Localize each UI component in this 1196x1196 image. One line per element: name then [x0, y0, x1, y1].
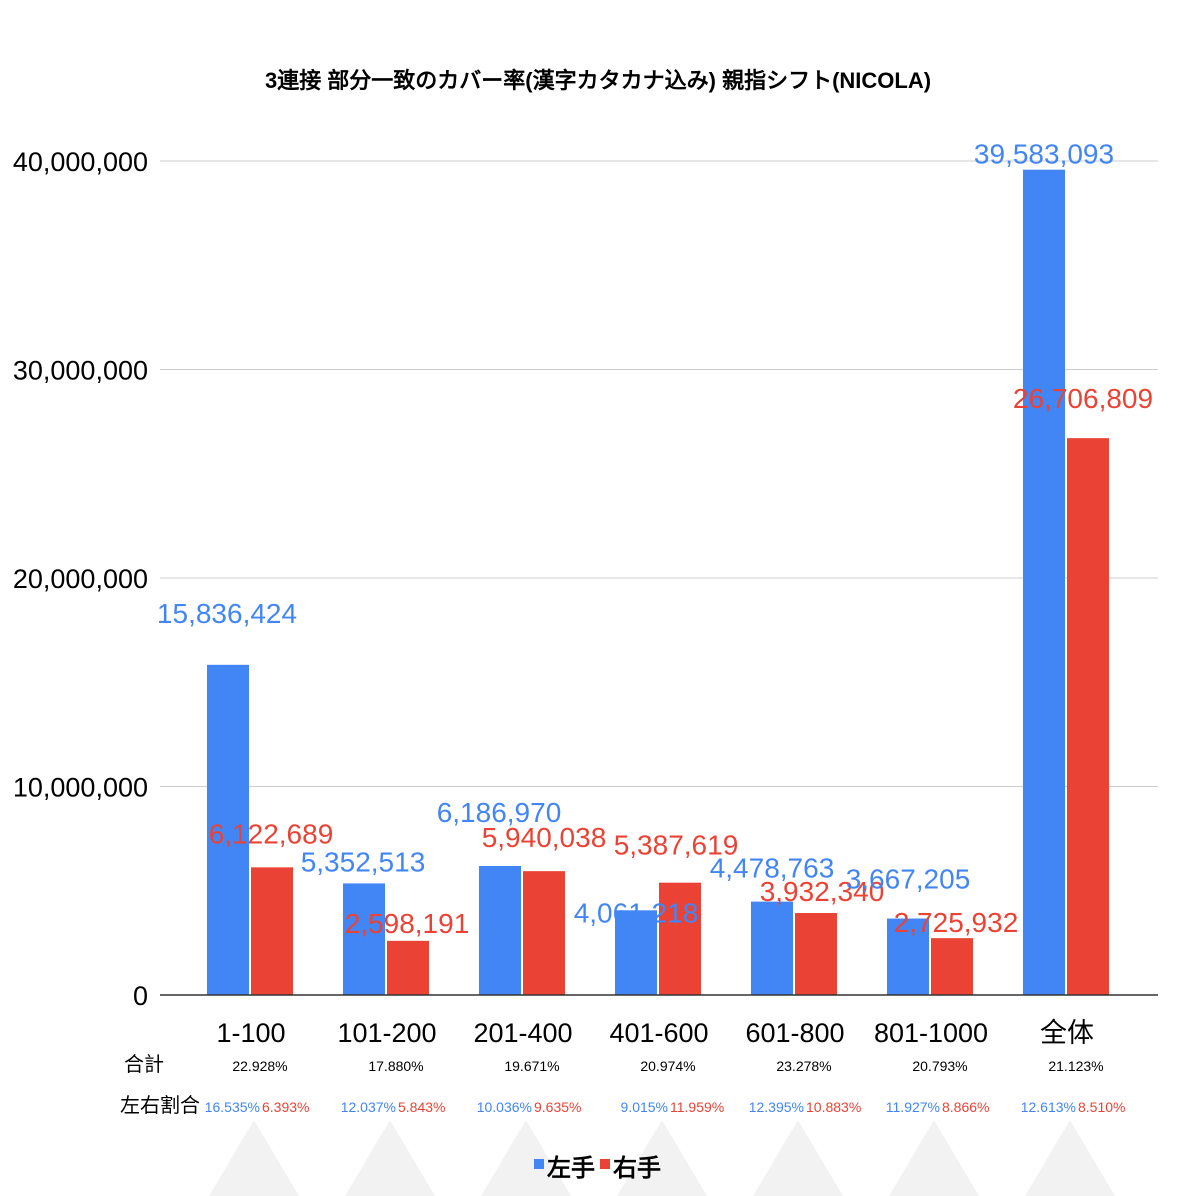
bar-left-hand: [887, 918, 929, 995]
ratio-row-label: 左右割合: [120, 1094, 200, 1117]
background-triangle: [1025, 1120, 1115, 1196]
legend: 左手 右手: [534, 1154, 661, 1182]
summary-table: 合計 左右割合 22.928% 16.535% 6.393% 17.880% 12.03…: [120, 1053, 1125, 1117]
y-tick-label: 40,000,000: [13, 147, 148, 177]
legend-swatch-right: [600, 1159, 610, 1169]
bar-left-hand: [207, 664, 249, 995]
total-percentage: 19.671%: [504, 1058, 559, 1074]
right-hand-percentage: 8.510%: [1078, 1099, 1125, 1115]
y-tick-label: 10,000,000: [13, 773, 148, 803]
total-percentage: 23.278%: [776, 1058, 831, 1074]
legend-label-left: 左手: [547, 1154, 595, 1182]
right-hand-percentage: 8.866%: [942, 1099, 989, 1115]
left-hand-percentage: 12.037%: [341, 1099, 396, 1115]
data-label-right-hand: 5,387,619: [614, 830, 739, 861]
legend-swatch-left: [534, 1159, 544, 1169]
legend-label-right: 右手: [613, 1154, 661, 1182]
data-label-left-hand: 4,478,763: [710, 853, 835, 884]
left-hand-percentage: 11.927%: [886, 1099, 940, 1115]
bar-right-hand: [1067, 438, 1109, 995]
total-row-label: 合計: [124, 1053, 164, 1076]
total-percentage: 22.928%: [232, 1058, 287, 1074]
x-tick-label: 801-1000: [874, 1018, 988, 1048]
data-label-right-hand: 2,725,932: [894, 907, 1019, 938]
background-triangle: [481, 1120, 571, 1196]
x-tick-label: 601-800: [745, 1018, 844, 1048]
data-label-right-hand: 6,122,689: [209, 818, 334, 849]
x-tick-label: 1-100: [216, 1018, 285, 1048]
y-tick-label: 20,000,000: [13, 564, 148, 594]
bar-left-hand: [1023, 169, 1065, 995]
right-hand-percentage: 11.959%: [670, 1099, 724, 1115]
data-label-left-hand: 3,667,205: [846, 864, 971, 895]
x-tick-label: 401-600: [609, 1018, 708, 1048]
data-label-left-hand: 4,061,218: [574, 897, 699, 928]
background-triangle: [617, 1120, 707, 1196]
data-label-left-hand: 5,352,513: [301, 846, 426, 877]
x-tick-label: 101-200: [337, 1018, 436, 1048]
bars: [207, 169, 1109, 995]
data-label-right-hand: 26,706,809: [1013, 383, 1153, 414]
background-decoration: [209, 1120, 1115, 1196]
data-label-right-hand: 5,940,038: [482, 822, 607, 853]
bar-right-hand: [523, 871, 565, 995]
data-label-right-hand: 2,598,191: [345, 908, 470, 939]
left-hand-percentage: 16.535%: [205, 1099, 260, 1115]
bar-left-hand: [751, 901, 793, 995]
total-percentage: 21.123%: [1048, 1058, 1103, 1074]
bar-right-hand: [659, 882, 701, 995]
background-triangle: [209, 1120, 299, 1196]
data-label-left-hand: 6,186,970: [437, 797, 562, 828]
x-tick-label: 201-400: [473, 1018, 572, 1048]
y-axis-ticks: 0 10,000,000 20,000,000 30,000,000 40,000,00…: [13, 147, 148, 1011]
background-triangle: [753, 1120, 843, 1196]
background-triangle: [889, 1120, 979, 1196]
total-percentage: 20.793%: [912, 1058, 967, 1074]
right-hand-percentage: 9.635%: [534, 1099, 581, 1115]
total-percentage: 20.974%: [640, 1058, 695, 1074]
left-hand-percentage: 12.395%: [749, 1099, 804, 1115]
data-label-left-hand: 15,836,424: [157, 598, 297, 629]
right-hand-percentage: 10.883%: [806, 1099, 861, 1115]
left-hand-percentage: 10.036%: [477, 1099, 532, 1115]
bar-left-hand: [479, 866, 521, 995]
bar-left-hand: [343, 883, 385, 995]
y-tick-label: 30,000,000: [13, 356, 148, 386]
bar-right-hand: [795, 913, 837, 995]
left-hand-percentage: 9.015%: [621, 1099, 668, 1115]
left-hand-percentage: 12.613%: [1021, 1099, 1076, 1115]
y-tick-label: 0: [133, 981, 148, 1011]
right-hand-percentage: 5.843%: [398, 1099, 445, 1115]
x-tick-label: 全体: [1040, 1018, 1094, 1048]
bar-right-hand: [931, 938, 973, 995]
background-triangle: [345, 1120, 435, 1196]
data-label-right-hand: 3,932,340: [760, 876, 885, 907]
chart-title: 3連接 部分一致のカバー率(漢字カタカナ込み) 親指シフト(NICOLA): [265, 68, 931, 93]
total-percentage: 17.880%: [368, 1058, 423, 1074]
gridlines: [160, 160, 1158, 787]
data-label-left-hand: 39,583,093: [974, 139, 1114, 170]
bar-left-hand: [615, 910, 657, 995]
x-axis-ticks: 1-100 101-200 201-400 401-600 601-800 801-100…: [216, 1018, 1094, 1048]
bar-right-hand: [251, 867, 293, 995]
bar-right-hand: [387, 940, 429, 995]
right-hand-percentage: 6.393%: [262, 1099, 309, 1115]
